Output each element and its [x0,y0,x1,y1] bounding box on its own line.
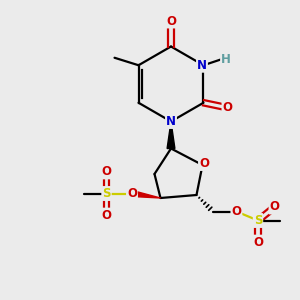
Text: O: O [253,236,263,249]
Text: O: O [166,14,176,28]
Text: S: S [254,214,262,227]
Text: O: O [101,208,112,222]
Polygon shape [167,122,175,148]
Text: O: O [199,157,209,170]
Text: O: O [101,165,112,178]
Text: O: O [231,205,242,218]
Text: H: H [221,53,231,66]
Text: S: S [102,187,111,200]
Text: N: N [197,59,207,72]
Polygon shape [131,190,160,198]
Text: N: N [166,115,176,128]
Text: O: O [269,200,280,214]
Text: O: O [223,101,232,114]
Text: O: O [127,187,137,200]
